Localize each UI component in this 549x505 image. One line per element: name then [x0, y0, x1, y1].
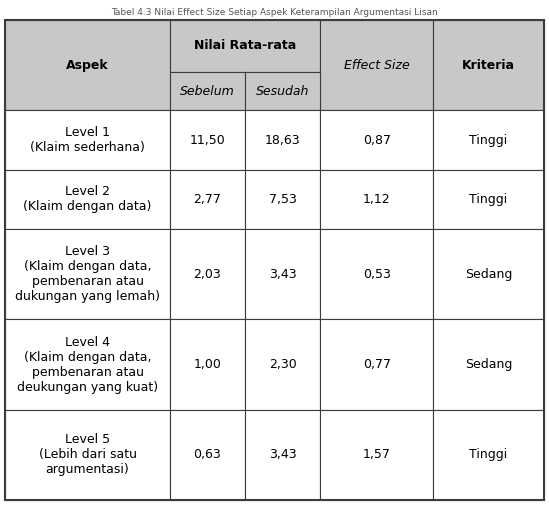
Text: 1,57: 1,57: [363, 448, 391, 461]
Text: 1,12: 1,12: [363, 193, 390, 206]
Bar: [433, 111, 544, 170]
Text: Sesudah: Sesudah: [256, 85, 309, 97]
Text: Sedang: Sedang: [464, 268, 512, 281]
Bar: [5, 229, 170, 319]
Bar: [170, 111, 245, 170]
Bar: [170, 319, 245, 410]
Bar: [170, 20, 320, 72]
Bar: [5, 20, 170, 111]
Bar: [170, 229, 245, 319]
Bar: [245, 229, 320, 319]
Text: Tinggi: Tinggi: [469, 448, 507, 461]
Text: 1,00: 1,00: [193, 358, 221, 371]
Bar: [320, 410, 433, 500]
Bar: [170, 72, 245, 111]
Text: Level 5
(Lebih dari satu
argumentasi): Level 5 (Lebih dari satu argumentasi): [38, 433, 137, 476]
Text: Level 4
(Klaim dengan data,
pembenaran atau
deukungan yang kuat): Level 4 (Klaim dengan data, pembenaran a…: [17, 335, 158, 393]
Bar: [433, 20, 544, 111]
Bar: [320, 319, 433, 410]
Bar: [245, 410, 320, 500]
Bar: [170, 170, 245, 229]
Bar: [320, 111, 433, 170]
Text: Aspek: Aspek: [66, 59, 109, 72]
Text: Sedang: Sedang: [464, 358, 512, 371]
Bar: [433, 229, 544, 319]
Text: 2,03: 2,03: [193, 268, 221, 281]
Text: Level 1
(Klaim sederhana): Level 1 (Klaim sederhana): [30, 126, 145, 154]
Text: Level 2
(Klaim dengan data): Level 2 (Klaim dengan data): [24, 185, 152, 214]
Text: 7,53: 7,53: [268, 193, 296, 206]
Bar: [433, 410, 544, 500]
Bar: [170, 410, 245, 500]
Bar: [320, 170, 433, 229]
Text: Sebelum: Sebelum: [180, 85, 234, 97]
Text: 0,87: 0,87: [363, 134, 391, 146]
Text: Kriteria: Kriteria: [462, 59, 515, 72]
Text: Nilai Rata-rata: Nilai Rata-rata: [194, 39, 296, 53]
Text: 18,63: 18,63: [265, 134, 300, 146]
Bar: [245, 170, 320, 229]
Bar: [320, 20, 433, 111]
Bar: [5, 410, 170, 500]
Text: 3,43: 3,43: [269, 448, 296, 461]
Text: Effect Size: Effect Size: [344, 59, 410, 72]
Bar: [320, 229, 433, 319]
Text: 11,50: 11,50: [189, 134, 225, 146]
Bar: [5, 111, 170, 170]
Bar: [245, 111, 320, 170]
Bar: [245, 72, 320, 111]
Text: 2,77: 2,77: [193, 193, 221, 206]
Bar: [245, 319, 320, 410]
Text: 2,30: 2,30: [268, 358, 296, 371]
Text: 0,63: 0,63: [193, 448, 221, 461]
Text: 0,53: 0,53: [363, 268, 391, 281]
Bar: [433, 319, 544, 410]
Text: Tabel 4.3 Nilai Effect Size Setiap Aspek Keterampilan Argumentasi Lisan: Tabel 4.3 Nilai Effect Size Setiap Aspek…: [111, 8, 438, 17]
Bar: [5, 170, 170, 229]
Text: Tinggi: Tinggi: [469, 193, 507, 206]
Text: 0,77: 0,77: [363, 358, 391, 371]
Text: 3,43: 3,43: [269, 268, 296, 281]
Bar: [433, 170, 544, 229]
Bar: [5, 319, 170, 410]
Text: Tinggi: Tinggi: [469, 134, 507, 146]
Text: Level 3
(Klaim dengan data,
pembenaran atau
dukungan yang lemah): Level 3 (Klaim dengan data, pembenaran a…: [15, 245, 160, 304]
